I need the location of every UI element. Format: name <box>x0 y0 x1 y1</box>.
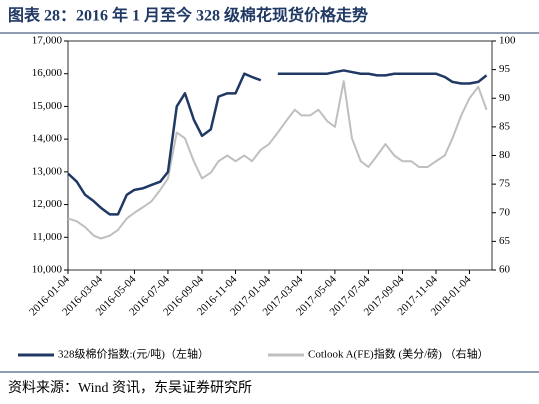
y-tick-label: 15,000 <box>32 100 63 112</box>
source: 资料来源：Wind 资讯，东吴证券研究所 <box>8 380 252 396</box>
y-tick-label: 14,000 <box>32 133 63 145</box>
y2-tick-label: 100 <box>499 35 516 47</box>
series-line <box>67 80 488 240</box>
y-tick-label: 17,000 <box>32 35 63 47</box>
y-tick-label: 11,000 <box>32 231 62 243</box>
y2-tick-label: 90 <box>499 92 511 104</box>
plot-frame <box>67 40 493 271</box>
y2-tick-label: 75 <box>499 178 511 190</box>
y2-tick-label: 70 <box>499 206 511 218</box>
y2-tick-label: 95 <box>499 63 511 75</box>
legend-label: 328级棉价指数:(元/吨)（左轴） <box>58 347 209 361</box>
series-line <box>67 69 488 216</box>
y2-tick-label: 85 <box>499 120 511 132</box>
y-tick-label: 12,000 <box>32 198 63 210</box>
y-tick-label: 16,000 <box>32 67 63 79</box>
y-tick-label: 13,000 <box>32 165 63 177</box>
y2-tick-label: 65 <box>499 235 511 247</box>
legend-label: Cotlook A(FE)指数 (美分/磅) （右轴） <box>308 347 489 361</box>
y-tick-label: 10,000 <box>32 264 63 276</box>
chart-title: 图表 28：2016 年 1 月至今 328 级棉花现货价格走势 <box>8 6 368 25</box>
y2-tick-label: 60 <box>499 264 511 276</box>
y2-tick-label: 80 <box>499 149 511 161</box>
